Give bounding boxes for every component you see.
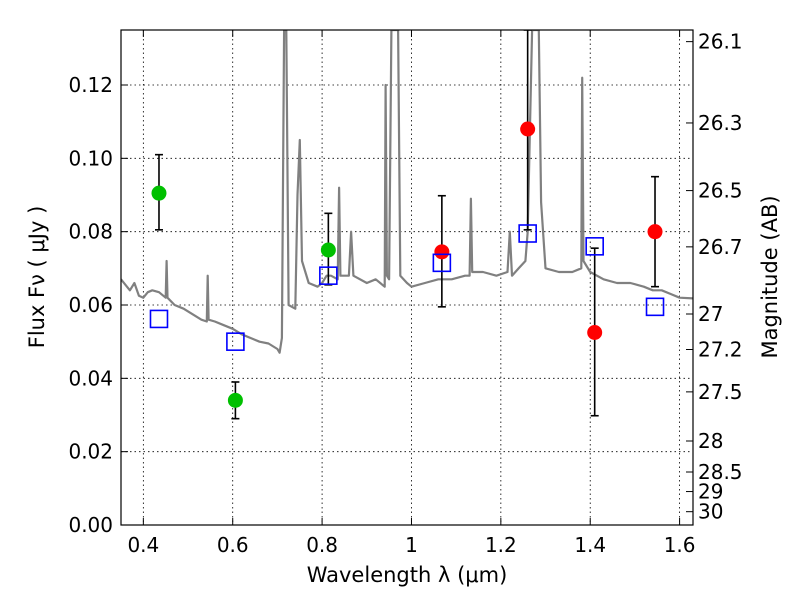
y-tick-label: 0.08 [68,220,113,244]
data-point-circle [151,185,167,201]
data-point-square [149,309,169,329]
data-point-circle [320,242,336,258]
data-point-square [432,253,452,273]
data-point-square [585,237,604,256]
y2-tick-label: 26.5 [698,179,743,203]
x-tick-label: 0.6 [217,533,249,557]
y-tick-label: 0.02 [68,440,113,464]
y-tick-label: 0.10 [68,146,113,170]
axis-ticks [121,30,693,526]
data-point-square [226,332,245,351]
x-tick-label: 0.8 [306,533,338,557]
y2-tick-label: 27.2 [698,338,743,362]
y2-tick-label: 26.3 [698,111,743,135]
x-tick-label: 0.4 [127,533,159,557]
x-tick-label: 1 [405,533,418,557]
y2-tick-label: 29 [698,480,723,504]
data-point-circle [434,244,450,260]
y-tick-labels: 0.00 0.02 0.04 0.06 0.08 0.10 0.12 [68,73,113,537]
y-tick-label: 0.00 [68,513,113,537]
y2-tick-label: 27 [698,302,723,326]
x-tick-label: 1.6 [664,533,696,557]
y2-tick-label: 28.5 [698,460,743,484]
data-point-circle [647,224,663,240]
x-axis-label: Wavelength λ (μm) [307,563,508,587]
data-point-circle [587,325,603,340]
data-point-circle [520,121,536,137]
y2-tick-label: 26.1 [698,30,743,54]
x-tick-label: 1.4 [574,533,606,557]
plot-frame [120,29,694,526]
y-tick-label: 0.06 [68,293,113,317]
y2-tick-label: 28 [698,429,723,453]
data-point-square [645,297,665,317]
spectrum [121,30,693,354]
data-points [149,121,665,408]
y-tick-label: 0.12 [68,73,113,97]
y-axis-label: Flux Fν ( μJy ) [25,206,49,349]
y2-axis-label: Magnitude (AB) [758,195,782,358]
x-tick-label: 1.2 [485,533,517,557]
grid [121,30,693,526]
data-point-square [518,224,537,243]
x-tick-labels: 0.4 0.6 0.8 1 1.2 1.4 1.6 [127,533,695,557]
y2-tick-label: 26.7 [698,235,743,259]
y2-tick-label: 30 [698,500,723,524]
y2-tick-label: 27.5 [698,380,743,404]
y-tick-label: 0.04 [68,366,113,390]
spectrum-line [121,30,693,354]
data-point-square [319,266,338,285]
data-point-circle [227,392,243,408]
